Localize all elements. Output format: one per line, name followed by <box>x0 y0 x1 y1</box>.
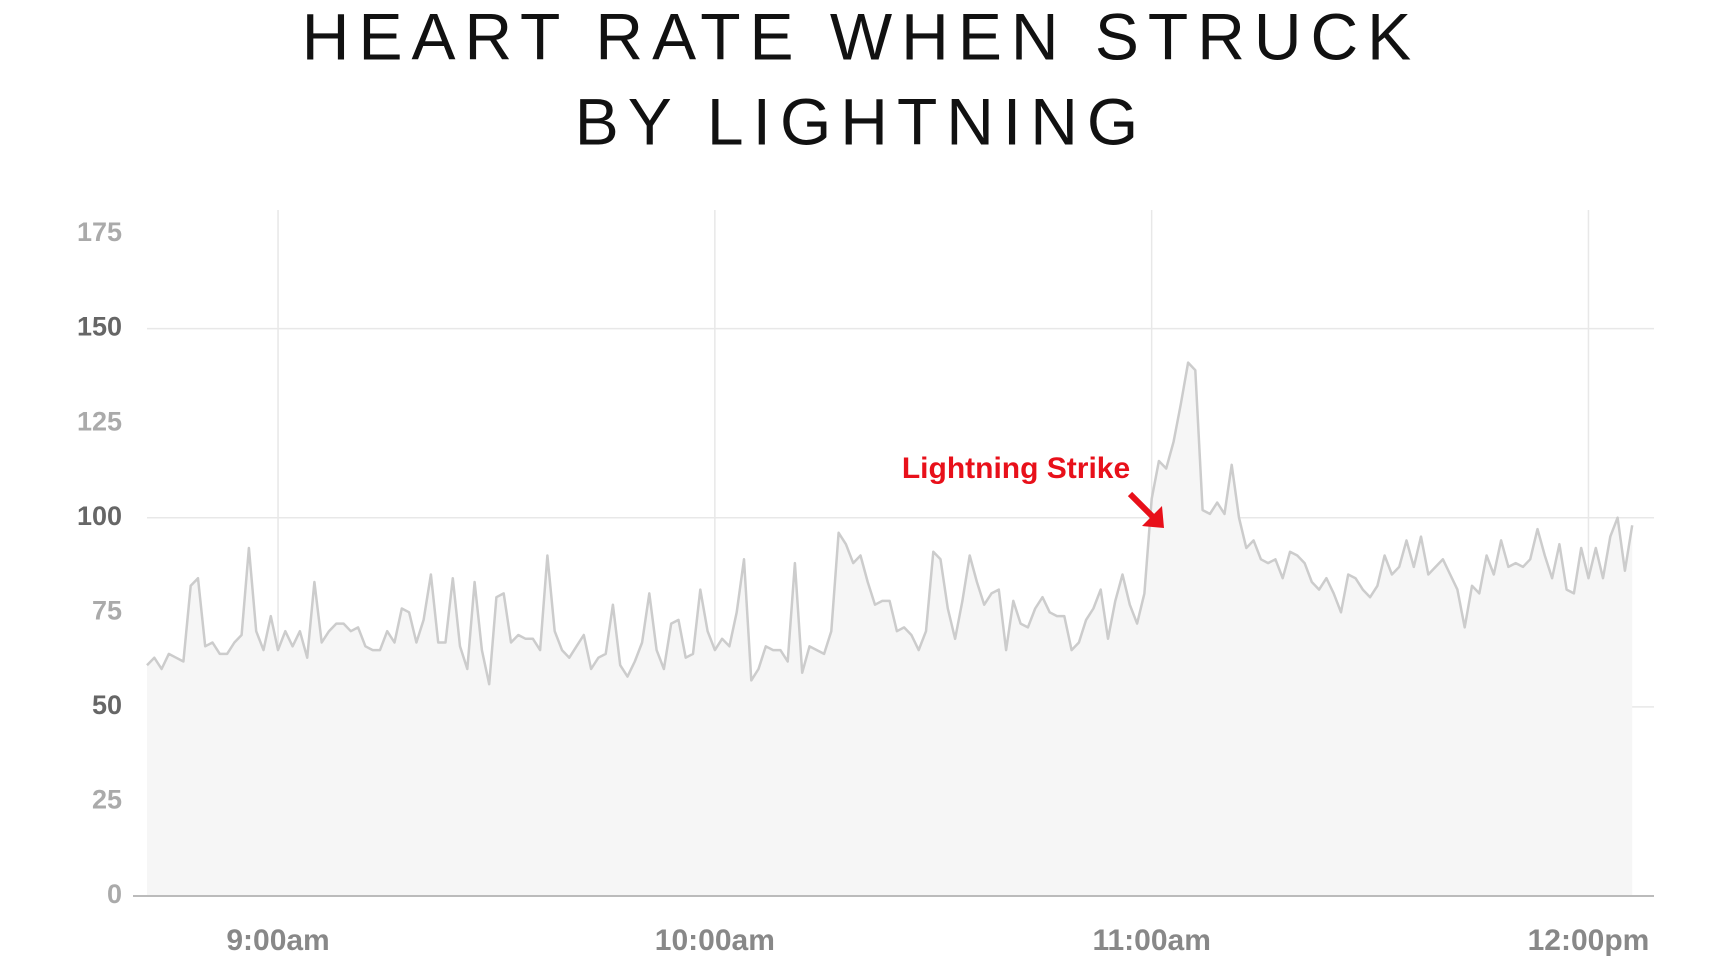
x-tick-label: 11:00am <box>1092 924 1210 957</box>
x-tick-label: 10:00am <box>655 924 775 957</box>
y-tick-label: 50 <box>92 690 122 720</box>
chart-title: HEART RATE WHEN STRUCK <box>302 0 1420 73</box>
arrow-head <box>1142 506 1164 528</box>
line <box>146 361 1634 686</box>
area-fill <box>147 362 1633 897</box>
annotation: Lightning Strike <box>902 452 1130 485</box>
y-tick-label: 25 <box>92 785 122 815</box>
annotation-arrow <box>1127 491 1164 528</box>
y-tick-label: 0 <box>107 879 122 909</box>
x-tick-label: 9:00am <box>226 924 329 957</box>
arrow-shaft <box>1127 491 1157 521</box>
y-tick-label: 100 <box>77 501 122 531</box>
x-tick-label: 12:00pm <box>1528 924 1650 957</box>
y-tick-label: 125 <box>77 406 122 436</box>
y-tick-label: 75 <box>92 595 122 625</box>
chart-title: BY LIGHTNING <box>575 84 1148 158</box>
y-tick-label: 150 <box>77 312 122 342</box>
y-tick-label: 175 <box>77 217 122 247</box>
plot-area: 0 25 50 75 100 125 150 175 9:00am 10:00am 11:00am 1… <box>77 210 1654 957</box>
